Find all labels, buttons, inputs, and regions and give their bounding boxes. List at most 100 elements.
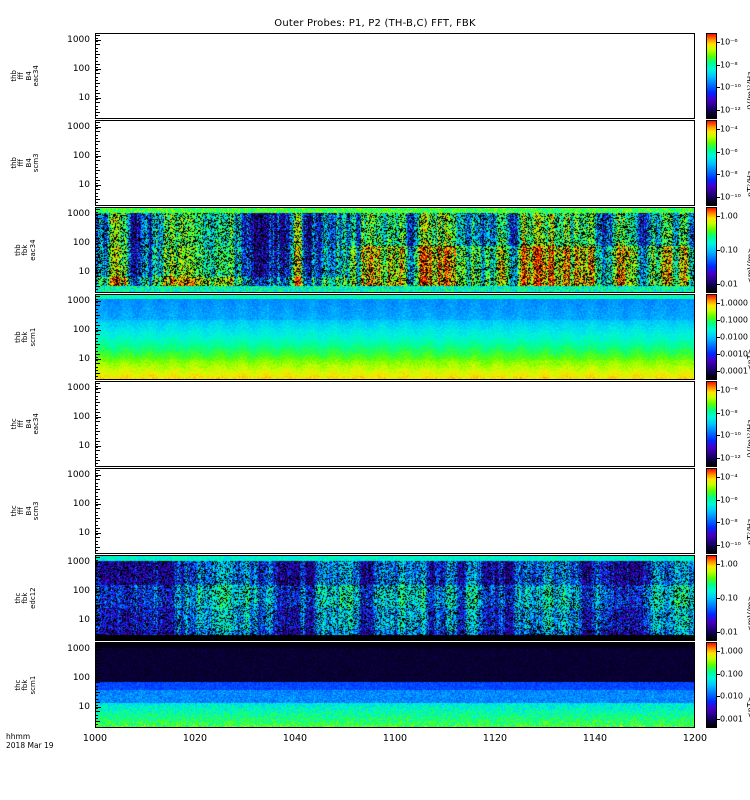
colorbar-tick-label: 0.010	[720, 691, 743, 701]
y-minor-tick	[95, 521, 98, 523]
colorbar-tick-label: 10⁻¹⁰	[720, 430, 741, 440]
colorbar-tick-mark	[717, 87, 720, 89]
y-minor-tick	[95, 695, 98, 697]
y-tick-label: 100	[72, 325, 90, 336]
y-minor-tick	[95, 179, 100, 181]
spectrogram-canvas	[96, 382, 694, 466]
y-minor-tick	[95, 305, 100, 307]
y-tick-mark	[95, 446, 101, 448]
y-minor-tick	[95, 70, 98, 72]
y-minor-tick	[95, 508, 100, 510]
y-tick-label: 100	[72, 64, 90, 75]
y-minor-tick	[95, 334, 100, 336]
time-axis-stamp: hhmm 2018 Mar 19	[6, 732, 54, 750]
y-tick-label: 10	[78, 702, 90, 713]
spectrogram-panel-6	[95, 468, 695, 554]
y-minor-tick	[95, 63, 100, 65]
spectrogram-canvas	[96, 34, 694, 118]
y-minor-tick	[95, 547, 100, 549]
y-minor-tick	[95, 121, 100, 123]
y-minor-tick	[95, 708, 98, 710]
colorbar-tick-mark	[717, 696, 720, 698]
spectrogram-canvas	[96, 208, 694, 292]
colorbar-tick-mark	[717, 319, 720, 321]
y-minor-tick	[95, 643, 100, 645]
y-minor-tick	[95, 405, 98, 407]
colorbar-tick-mark	[717, 499, 720, 501]
colorbar-gradient	[707, 643, 716, 727]
x-tick-label: 1200	[682, 733, 708, 744]
y-minor-tick	[95, 350, 98, 352]
x-tick-label: 1140	[582, 733, 608, 744]
y-minor-tick	[95, 382, 100, 384]
colorbar-tick-mark	[717, 41, 720, 43]
y-minor-tick	[95, 282, 98, 284]
y-tick-mark	[95, 301, 101, 303]
y-minor-tick	[95, 215, 98, 217]
y-minor-tick	[95, 704, 98, 706]
y-minor-tick	[95, 595, 100, 597]
y-tick-label: 10	[78, 441, 90, 452]
y-minor-tick	[95, 431, 100, 433]
y-minor-tick	[95, 511, 98, 513]
y-minor-tick	[95, 682, 100, 684]
y-minor-tick	[95, 675, 98, 677]
panel-label-line: eac34	[28, 239, 37, 261]
y-minor-tick	[95, 495, 98, 497]
y-minor-tick	[95, 605, 100, 607]
y-minor-tick	[95, 192, 98, 194]
y-minor-tick	[95, 437, 98, 439]
y-minor-tick	[95, 608, 98, 610]
colorbar-labels-3: 1.00 0.10 0.01	[717, 207, 750, 293]
y-tick-mark	[95, 40, 101, 42]
y-minor-tick	[95, 353, 100, 355]
colorbar-tick-label: 0.1000	[720, 315, 748, 325]
colorbar-tick-label: 1.00	[720, 559, 738, 569]
y-minor-tick	[95, 501, 98, 503]
y-minor-tick	[95, 421, 100, 423]
y-minor-tick	[95, 276, 100, 278]
y-minor-tick	[95, 376, 98, 378]
spectrogram-panel-1	[95, 33, 695, 119]
y-minor-tick	[95, 141, 100, 143]
colorbar-5	[706, 381, 717, 467]
y-minor-tick	[95, 186, 98, 188]
y-minor-tick	[95, 228, 100, 230]
y-tick-mark	[95, 417, 101, 419]
y-minor-tick	[95, 611, 98, 613]
y-minor-tick	[95, 244, 98, 246]
panel-label-4: thb fbk scm1	[14, 307, 37, 367]
colorbar-tick-label: 10⁻⁶	[720, 495, 738, 505]
colorbar-tick-label: 10⁻¹⁰	[720, 82, 741, 92]
y-minor-tick	[95, 373, 100, 375]
y-minor-tick	[95, 385, 98, 387]
y-minor-tick	[95, 273, 98, 275]
colorbar-tick-mark	[717, 337, 720, 338]
y-minor-tick	[95, 76, 98, 78]
y-minor-tick	[95, 89, 98, 91]
y-minor-tick	[95, 482, 98, 484]
colorbar-2	[706, 120, 717, 206]
y-tick-label: 1000	[67, 644, 90, 655]
y-minor-tick	[95, 321, 98, 323]
y-minor-tick	[95, 663, 100, 665]
y-minor-tick	[95, 476, 98, 478]
y-minor-tick	[95, 514, 98, 516]
y-minor-tick	[95, 440, 100, 442]
colorbar-gradient	[707, 556, 716, 640]
panel-label-2: thb fff B4 scm3	[10, 133, 41, 193]
y-minor-tick	[95, 208, 100, 210]
colorbar-tick-label: 10⁻¹⁰	[720, 192, 741, 202]
y-minor-tick	[95, 170, 100, 172]
y-minor-tick	[95, 556, 100, 558]
y-minor-tick	[95, 559, 98, 561]
spectrogram-canvas	[96, 469, 694, 553]
y-minor-tick	[95, 402, 100, 404]
y-minor-tick	[95, 73, 100, 75]
y-minor-tick	[95, 450, 100, 452]
y-minor-tick	[95, 621, 98, 623]
y-minor-tick	[95, 630, 98, 632]
colorbar-gradient	[707, 295, 716, 379]
y-minor-tick	[95, 627, 98, 629]
